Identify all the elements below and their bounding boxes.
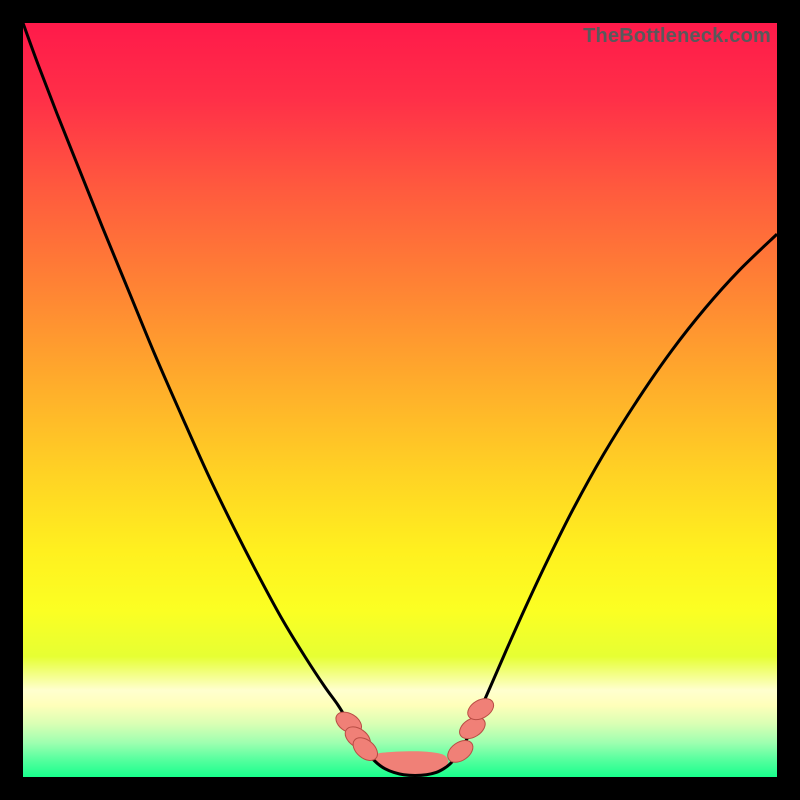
plot-area: TheBottleneck.com	[23, 23, 777, 777]
curve-marker	[444, 736, 477, 767]
curve-line	[23, 23, 777, 775]
bottleneck-curve	[23, 23, 777, 777]
chart-frame: TheBottleneck.com	[0, 0, 800, 800]
watermark-text: TheBottleneck.com	[583, 25, 771, 48]
